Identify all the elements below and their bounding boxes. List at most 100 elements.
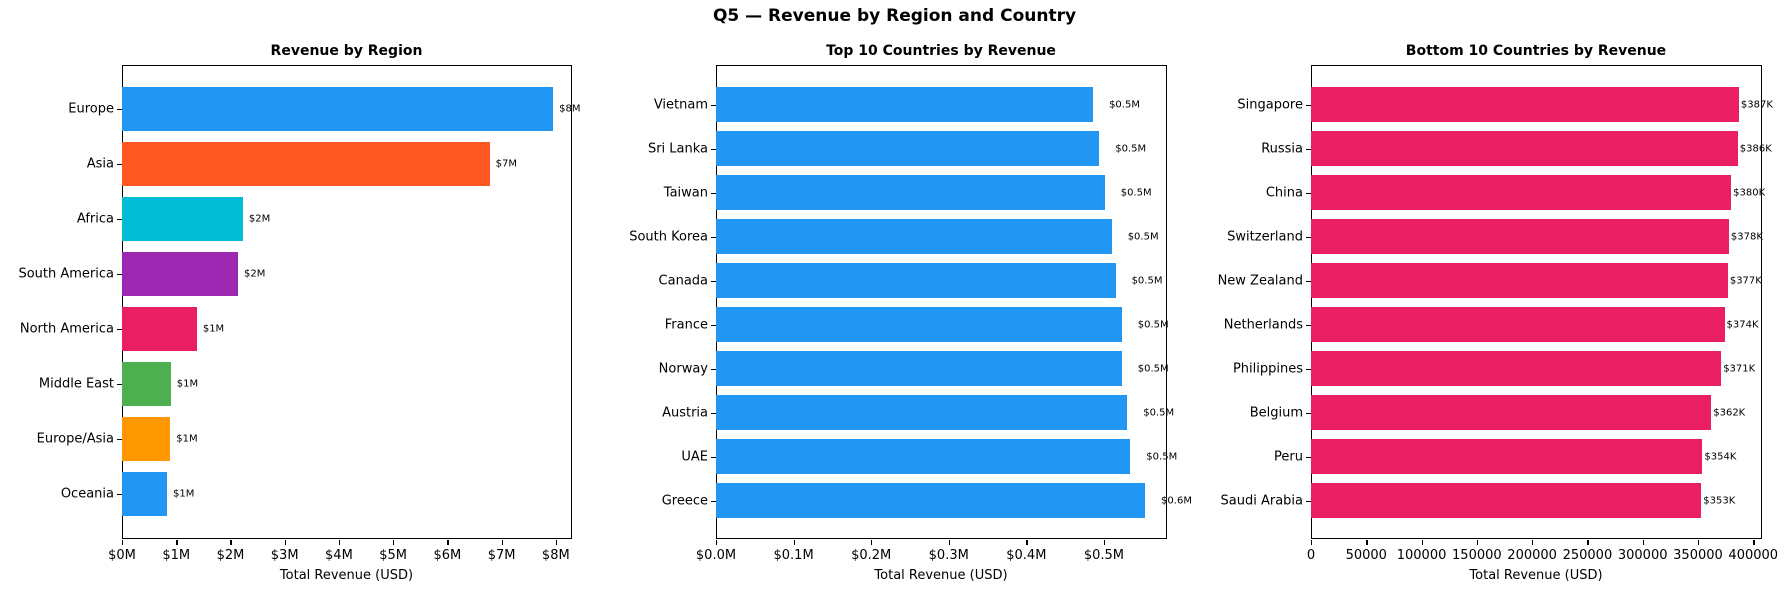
- bar-russia: [1311, 131, 1738, 166]
- bar-value-label: $0.5M: [1146, 451, 1178, 462]
- x-tick: [230, 540, 232, 545]
- bar-norway: [716, 351, 1122, 386]
- bar-sri-lanka: [716, 131, 1100, 166]
- bar-asia: [122, 142, 490, 186]
- bar-europe-asia: [122, 417, 171, 461]
- bar-saudi-arabia: [1311, 483, 1702, 518]
- y-tick: [711, 236, 716, 238]
- bar-value-label: $1M: [173, 488, 195, 500]
- bar-value-label: $374K: [1726, 319, 1759, 330]
- y-tick: [1306, 456, 1311, 458]
- x-tick: [1587, 540, 1589, 545]
- y-tick: [117, 219, 122, 221]
- y-tick: [117, 329, 122, 331]
- y-tick-label: Belgium: [1249, 405, 1303, 420]
- y-tick: [117, 109, 122, 111]
- x-tick: [793, 540, 795, 545]
- x-axis-title: Total Revenue (USD): [874, 568, 1008, 583]
- y-tick-label: Taiwan: [663, 185, 708, 200]
- y-tick-label: France: [664, 317, 708, 332]
- x-tick-label: $0.4M: [1006, 548, 1047, 563]
- y-tick-label: Canada: [658, 273, 708, 288]
- x-tick: [501, 540, 503, 545]
- bar-china: [1311, 175, 1732, 210]
- x-tick: [871, 540, 873, 545]
- bar-canada: [716, 263, 1116, 298]
- y-tick-label: Oceania: [60, 486, 114, 502]
- y-tick-label: South Korea: [629, 229, 708, 244]
- y-tick: [1306, 104, 1311, 106]
- panel-title: Revenue by Region: [270, 43, 423, 59]
- bar-value-label: $387K: [1740, 99, 1773, 110]
- y-tick-label: Norway: [658, 361, 708, 376]
- x-tick: [176, 540, 178, 545]
- y-tick-label: Greece: [661, 493, 708, 508]
- y-tick-label: Peru: [1274, 449, 1303, 464]
- y-tick: [711, 280, 716, 282]
- y-tick: [711, 324, 716, 326]
- bar-value-label: $353K: [1703, 495, 1736, 506]
- y-tick: [1306, 500, 1311, 502]
- x-tick-label: $8M: [541, 548, 570, 563]
- x-tick-label: $0.2M: [851, 548, 892, 563]
- x-tick-label: 250000: [1562, 548, 1613, 563]
- x-tick-label: $7M: [487, 548, 516, 563]
- x-tick: [122, 540, 124, 545]
- bar-philippines: [1311, 351, 1722, 386]
- x-tick-label: $6M: [433, 548, 462, 563]
- bar-middle-east: [122, 362, 171, 406]
- y-tick: [711, 148, 716, 150]
- x-tick-label: $2M: [216, 548, 245, 563]
- bar-value-label: $0.5M: [1143, 407, 1175, 418]
- plot-area: [1311, 65, 1762, 539]
- bar-value-label: $378K: [1730, 231, 1763, 242]
- y-tick-label: Europe: [68, 101, 114, 117]
- x-tick: [1753, 540, 1755, 545]
- x-tick-label: $5M: [379, 548, 408, 563]
- bar-value-label: $7M: [495, 158, 518, 170]
- x-tick: [948, 540, 951, 545]
- bar-value-label: $1M: [176, 433, 198, 445]
- x-tick-label: $0M: [108, 548, 136, 563]
- bar-value-label: $1M: [176, 378, 199, 390]
- x-tick: [1311, 540, 1313, 545]
- y-tick: [117, 274, 122, 276]
- x-axis-title: Total Revenue (USD): [279, 568, 414, 583]
- bar-south-america: [122, 252, 239, 296]
- y-tick: [1306, 280, 1311, 282]
- y-tick-label: Middle East: [38, 376, 114, 392]
- x-tick: [393, 540, 395, 545]
- bar-value-label: $386K: [1739, 143, 1772, 154]
- x-tick-label: $0.3M: [928, 548, 969, 563]
- x-tick: [1476, 540, 1479, 545]
- x-tick-label: $1M: [162, 548, 191, 563]
- y-tick: [711, 368, 716, 370]
- y-tick-label: Africa: [76, 211, 114, 227]
- bar-value-label: $0.5M: [1127, 231, 1159, 242]
- y-tick: [711, 412, 716, 414]
- x-tick-label: $0.0M: [695, 548, 737, 563]
- bar-value-label: $362K: [1713, 407, 1746, 418]
- bar-greece: [716, 483, 1146, 518]
- y-tick-label: Russia: [1261, 141, 1303, 156]
- y-tick: [711, 104, 716, 106]
- x-tick-label: 400000: [1728, 548, 1779, 563]
- x-tick-label: 200000: [1507, 548, 1557, 563]
- x-axis-title: Total Revenue (USD): [1469, 568, 1603, 583]
- x-tick: [1532, 540, 1534, 545]
- bar-oceania: [122, 472, 167, 516]
- x-tick: [1642, 540, 1644, 545]
- bar-belgium: [1311, 395, 1712, 430]
- x-tick-label: $4M: [325, 548, 353, 563]
- bar-austria: [716, 395, 1128, 430]
- y-tick-label: Austria: [662, 405, 708, 420]
- bar-africa: [122, 197, 243, 241]
- panel-title: Bottom 10 Countries by Revenue: [1405, 43, 1667, 59]
- figure-title: Q5 — Revenue by Region and Country: [712, 6, 1077, 26]
- bar-value-label: $0.5M: [1137, 319, 1169, 330]
- bar-uae: [716, 439, 1131, 474]
- bar-value-label: $0.5M: [1131, 275, 1163, 286]
- y-tick: [117, 384, 122, 386]
- bar-value-label: $1M: [202, 323, 225, 335]
- y-tick-label: Asia: [86, 156, 114, 172]
